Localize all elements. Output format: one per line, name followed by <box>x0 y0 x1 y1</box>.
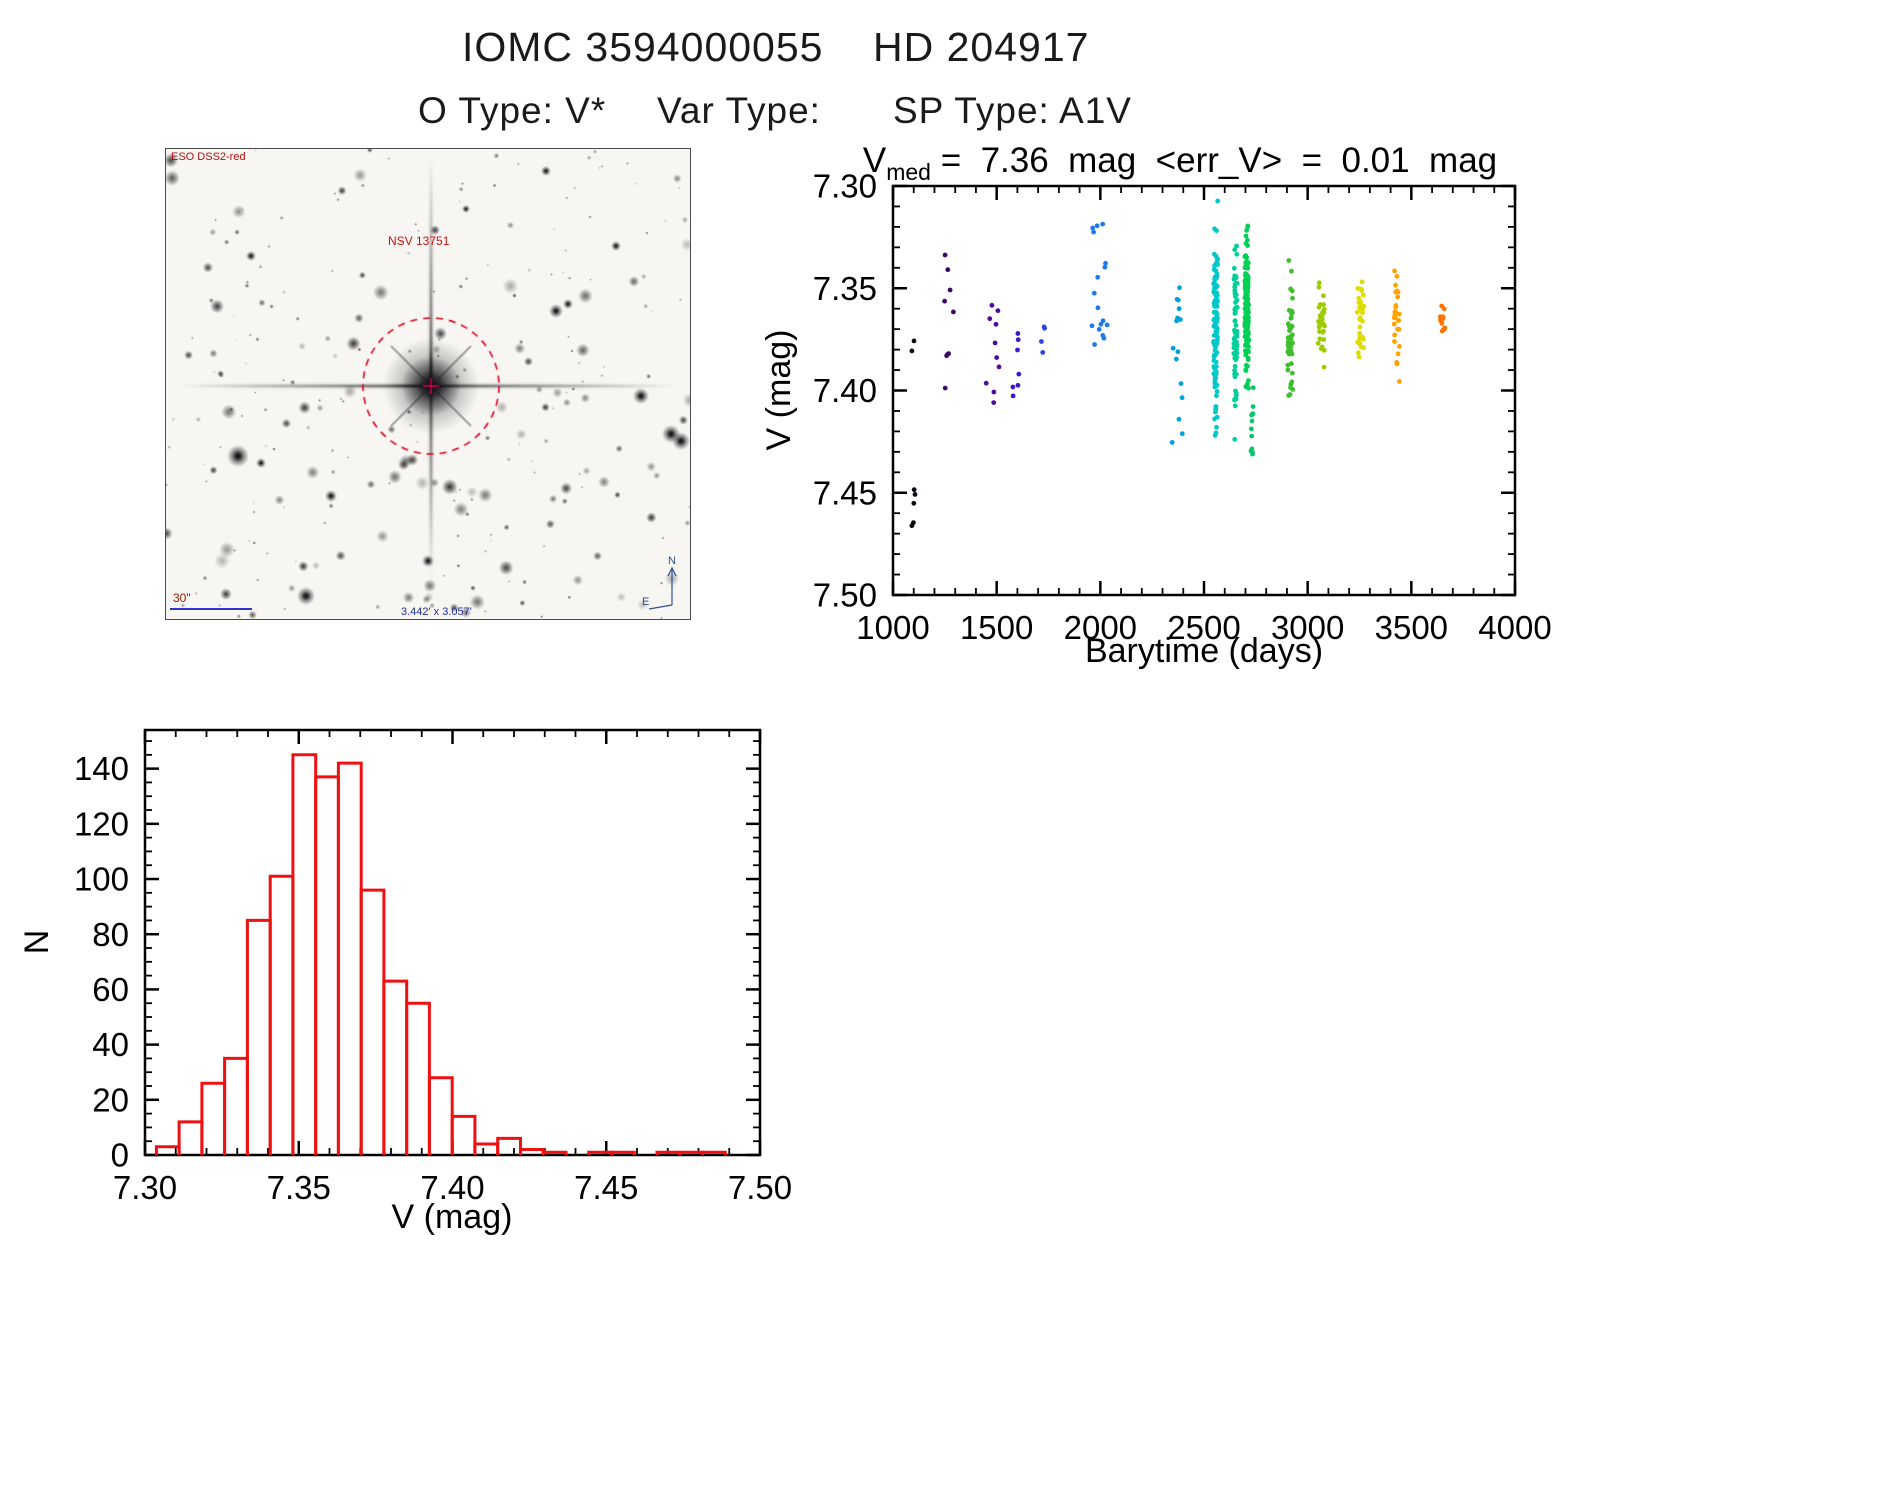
svg-text:7.30: 7.30 <box>113 1169 177 1206</box>
svg-text:0: 0 <box>111 1137 129 1174</box>
vmed-symbol: V <box>863 141 887 180</box>
lightcurve-xlabel: Barytime (days) <box>1085 632 1323 670</box>
svg-text:7.45: 7.45 <box>813 474 877 511</box>
scale-label: 30" <box>173 591 191 605</box>
lightcurve-plot: Vmed = 7.36 mag <err_V> = 0.01 mag 1000 1… <box>760 141 1552 670</box>
lightcurve-title: Vmed = 7.36 mag <err_V> = 0.01 mag <box>863 141 1497 185</box>
svg-text:40: 40 <box>92 1026 129 1063</box>
compass-north-arrowhead <box>667 566 677 577</box>
compass-east-label: E <box>642 596 649 608</box>
lightcurve-ylabel: V (mag) <box>760 330 798 451</box>
svg-text:7.30: 7.30 <box>813 168 877 205</box>
svg-text:7.35: 7.35 <box>813 270 877 307</box>
svg-text:140: 140 <box>74 750 129 787</box>
svg-text:1500: 1500 <box>960 609 1033 646</box>
svg-text:2000: 2000 <box>1064 609 1137 646</box>
svg-text:100: 100 <box>74 861 129 898</box>
vmed-values: = 7.36 mag <err_V> = 0.01 mag <box>931 141 1497 180</box>
svg-text:20: 20 <box>92 1081 129 1118</box>
compass-north-label: N <box>668 555 676 567</box>
star-name-label: NSV 13751 <box>388 234 450 248</box>
svg-text:7.35: 7.35 <box>267 1169 331 1206</box>
survey-label: ESO DSS2-red <box>171 151 246 163</box>
vmed-subscript: med <box>886 159 931 185</box>
svg-text:7.50: 7.50 <box>813 577 877 614</box>
var-type-label: Var Type: <box>657 90 821 131</box>
histogram-xlabel: V (mag) <box>392 1198 513 1236</box>
histogram-plot: 7.30 7.35 7.40 7.45 7.50 0 20 40 60 80 100 120 140 N… <box>18 728 792 1236</box>
svg-text:2500: 2500 <box>1167 609 1240 646</box>
compass-east-arrow <box>648 604 673 610</box>
sp-type-label: SP Type: A1V <box>893 90 1132 131</box>
svg-text:80: 80 <box>92 916 129 953</box>
svg-text:1000: 1000 <box>856 609 929 646</box>
histogram-plot-area: 7.30 7.35 7.40 7.45 7.50 0 20 40 60 80 100 120 140 <box>74 728 792 1206</box>
svg-text:60: 60 <box>92 971 129 1008</box>
svg-text:7.40: 7.40 <box>813 372 877 409</box>
page-title: IOMC 3594000055 HD 204917 <box>462 24 1090 70</box>
svg-text:7.40: 7.40 <box>420 1169 484 1206</box>
lightcurve-plot-area: 1000 1500 2000 2500 3000 3500 4000 7.30 7.35 7.40… <box>813 168 1552 646</box>
field-size-label: 3.442' x 3.057' <box>401 606 472 618</box>
svg-text:7.45: 7.45 <box>574 1169 638 1206</box>
scale-bar <box>170 608 252 610</box>
svg-text:3000: 3000 <box>1271 609 1344 646</box>
svg-text:3500: 3500 <box>1375 609 1448 646</box>
finding-chart: ESO DSS2-red NSV 13751 30" 3.442' x 3.05… <box>165 148 691 620</box>
compass-icon: N E <box>642 555 677 610</box>
svg-text:4000: 4000 <box>1478 609 1551 646</box>
finding-chart-canvas <box>166 149 690 619</box>
svg-text:120: 120 <box>74 805 129 842</box>
svg-text:7.50: 7.50 <box>728 1169 792 1206</box>
histogram-ylabel: N <box>18 930 56 955</box>
object-type-label: O Type: V* <box>418 90 607 131</box>
